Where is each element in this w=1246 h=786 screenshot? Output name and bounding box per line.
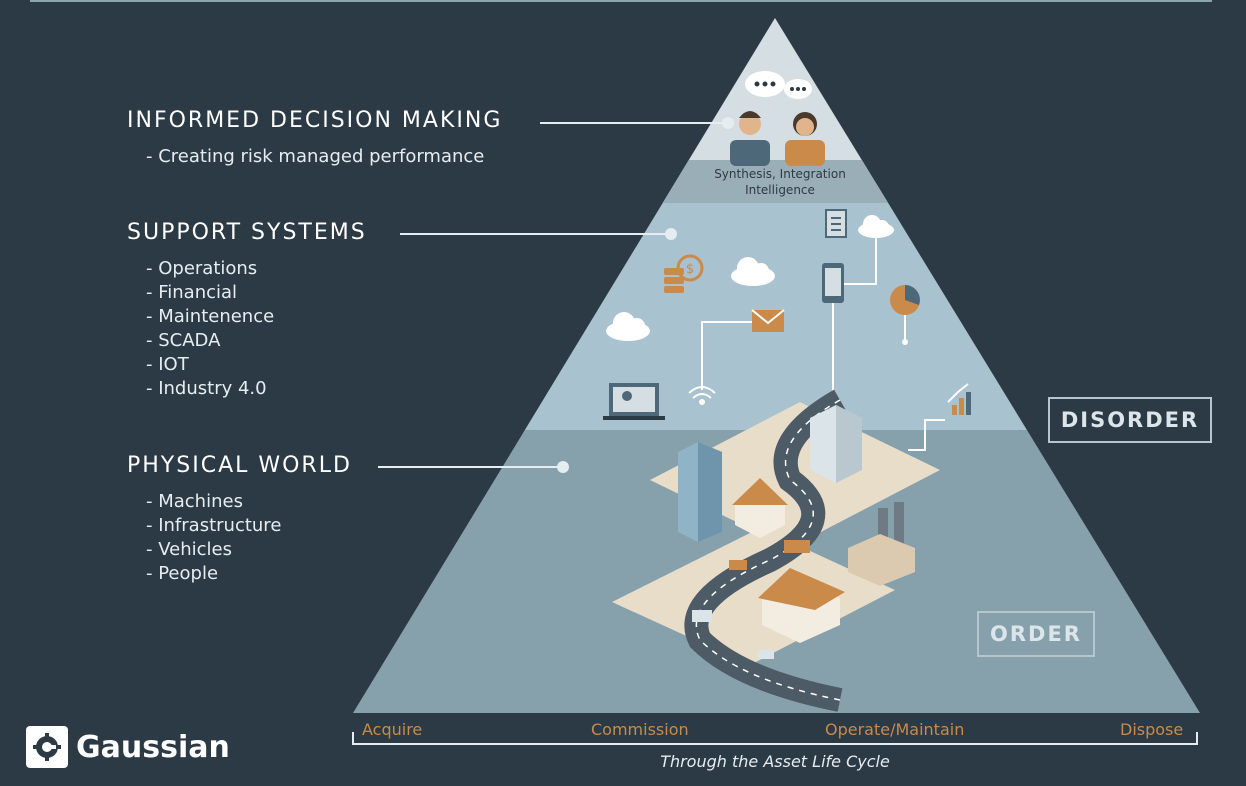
support-layer-items: Operations Financial Maintenence SCADA I… xyxy=(146,257,274,401)
envelope-icon xyxy=(751,309,785,332)
gaussian-logo: Gaussian xyxy=(26,726,230,768)
physical-item: People xyxy=(146,562,281,586)
apex-label-line-1: Synthesis, Integration xyxy=(714,167,846,181)
order-tag: ORDER xyxy=(977,611,1095,657)
support-item: Industry 4.0 xyxy=(146,377,274,401)
physical-layer-title: PHYSICAL WORLD xyxy=(127,453,352,478)
person-icon xyxy=(785,112,825,166)
apex-label: Synthesis, Integration Intelligence xyxy=(690,166,870,198)
support-item: Financial xyxy=(146,281,274,305)
decision-connector-dot xyxy=(722,117,734,129)
support-item: Maintenence xyxy=(146,305,274,329)
support-layer-title: SUPPORT SYSTEMS xyxy=(127,220,367,245)
lifecycle-stage-commission: Commission xyxy=(591,720,689,739)
physical-item: Machines xyxy=(146,490,281,514)
apex-label-line-2: Intelligence xyxy=(745,183,815,197)
support-connector-dot xyxy=(665,228,677,240)
house-icon xyxy=(758,568,845,643)
chat-bubble-icon xyxy=(745,71,785,97)
factory-icon xyxy=(848,502,915,586)
support-item: IOT xyxy=(146,353,274,377)
cloud-icon xyxy=(606,312,650,341)
physical-item: Vehicles xyxy=(146,538,281,562)
svg-text:$: $ xyxy=(686,262,694,277)
person-icon xyxy=(730,111,770,166)
gear-logo-icon xyxy=(26,726,68,768)
house-icon xyxy=(732,478,788,538)
physical-layer-items: Machines Infrastructure Vehicles People xyxy=(146,490,281,586)
decision-layer-title: INFORMED DECISION MAKING xyxy=(127,108,503,133)
decision-layer-items: Creating risk managed performance xyxy=(146,145,484,169)
cloud-icon xyxy=(858,215,894,238)
growth-chart-icon xyxy=(947,383,971,415)
truck-icon xyxy=(692,540,810,659)
physical-item: Infrastructure xyxy=(146,514,281,538)
cloud-icon xyxy=(731,257,775,286)
smartphone-icon xyxy=(822,263,844,303)
wifi-icon xyxy=(688,386,716,405)
city-illustration xyxy=(612,389,940,712)
building-icon xyxy=(810,405,862,483)
support-item: Operations xyxy=(146,257,274,281)
coin-stack-icon: $ xyxy=(664,254,704,293)
decision-item: Creating risk managed performance xyxy=(146,145,484,169)
brand-name: Gaussian xyxy=(76,729,230,765)
lifecycle-stage-operate: Operate/Maintain xyxy=(825,720,965,739)
building-icon xyxy=(678,442,722,542)
lifecycle-stage-dispose: Dispose xyxy=(1120,720,1184,739)
top-divider xyxy=(30,0,1212,2)
support-item: SCADA xyxy=(146,329,274,353)
lifecycle-bracket xyxy=(352,732,1198,745)
document-icon xyxy=(825,209,847,238)
pie-chart-icon xyxy=(890,285,920,315)
city-ground-lower xyxy=(612,528,895,665)
people-icon-group xyxy=(730,71,825,166)
laptop-icon xyxy=(603,383,665,420)
support-icons: $ xyxy=(603,209,971,451)
chat-bubble-icon xyxy=(784,79,812,99)
disorder-tag: DISORDER xyxy=(1048,397,1212,443)
lifecycle-caption: Through the Asset Life Cycle xyxy=(660,752,890,771)
connector-lines xyxy=(378,117,734,473)
physical-connector-dot xyxy=(557,461,569,473)
lifecycle-stage-acquire: Acquire xyxy=(362,720,423,739)
